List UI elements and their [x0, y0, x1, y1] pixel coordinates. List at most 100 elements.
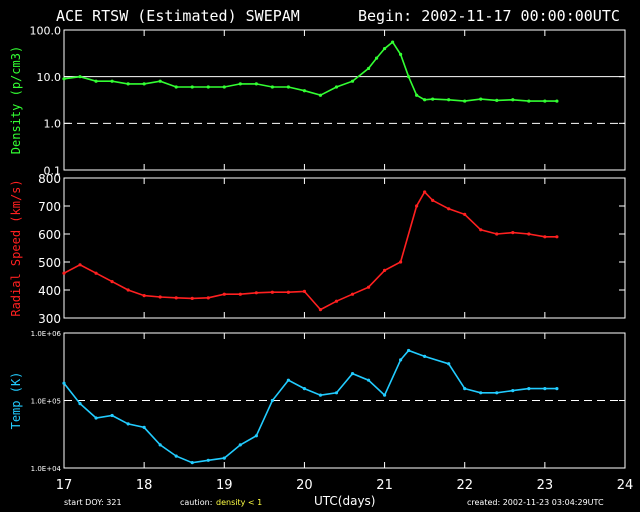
data-point-2-3 — [110, 413, 114, 418]
data-point-2-6 — [158, 443, 162, 447]
caution-text: density < 1 — [216, 498, 263, 507]
x-tick-label-4: 21 — [376, 478, 393, 493]
x-tick-label-3: 20 — [296, 478, 313, 493]
data-point-1-19 — [366, 285, 371, 289]
data-point-2-4 — [126, 422, 130, 426]
y-tick-label-2-0: 1.0E+06 — [31, 330, 62, 338]
y-tick-label-1-3: 500 — [38, 256, 61, 270]
data-point-1-15 — [302, 289, 307, 293]
data-point-1-10 — [222, 292, 226, 296]
data-point-0-16 — [318, 93, 323, 97]
data-point-2-7 — [174, 454, 178, 458]
x-axis-label: UTC(days) — [314, 494, 376, 508]
data-point-1-23 — [423, 190, 427, 194]
data-point-2-31 — [555, 387, 559, 391]
data-point-2-14 — [286, 378, 290, 382]
data-point-0-26 — [423, 98, 427, 102]
data-point-2-26 — [479, 391, 483, 395]
y-tick-label-1-4: 400 — [38, 284, 61, 298]
data-point-0-22 — [390, 40, 395, 44]
data-point-0-33 — [527, 99, 531, 103]
data-point-2-1 — [78, 401, 82, 406]
data-point-2-9 — [206, 458, 210, 462]
data-point-2-20 — [382, 393, 387, 397]
data-point-0-3 — [110, 79, 114, 83]
x-tick-label-7: 24 — [617, 478, 634, 493]
data-point-0-35 — [555, 99, 559, 103]
data-point-2-19 — [366, 378, 371, 382]
data-point-0-0 — [62, 77, 66, 81]
y-tick-label-0-3: 0.1 — [44, 164, 62, 177]
data-point-2-24 — [447, 362, 451, 366]
panel-frame-1 — [63, 177, 626, 319]
data-point-1-3 — [110, 280, 114, 284]
data-point-0-19 — [366, 66, 371, 71]
data-point-0-20 — [374, 56, 379, 60]
chart-title: ACE RTSW (Estimated) SWEPAM — [56, 7, 300, 25]
data-point-1-17 — [334, 299, 339, 303]
data-point-1-11 — [238, 292, 242, 296]
data-point-1-20 — [382, 268, 387, 272]
data-point-0-29 — [463, 99, 467, 103]
data-point-1-0 — [62, 271, 66, 275]
y-axis-label-0: Density (p/cm3) — [9, 46, 23, 154]
data-point-1-30 — [527, 232, 531, 236]
data-point-0-34 — [543, 99, 547, 103]
data-point-0-5 — [142, 82, 146, 86]
data-point-0-13 — [270, 85, 274, 89]
data-point-2-11 — [238, 443, 242, 447]
data-point-1-14 — [286, 290, 290, 294]
series-line-2-0 — [63, 349, 557, 464]
x-tick-label-1: 18 — [136, 478, 153, 493]
data-point-0-11 — [238, 82, 242, 86]
y-axis-label-1: Radial Speed (km/s) — [9, 179, 23, 316]
x-tick-label-5: 22 — [456, 478, 473, 493]
data-point-1-4 — [126, 288, 130, 292]
data-point-0-8 — [190, 85, 194, 89]
data-point-2-16 — [318, 393, 323, 397]
data-point-0-15 — [302, 89, 307, 93]
y-tick-label-0-1: 10.0 — [37, 71, 62, 84]
data-point-2-5 — [142, 425, 146, 429]
data-point-2-27 — [495, 391, 499, 395]
data-point-0-30 — [479, 97, 483, 101]
data-point-1-6 — [158, 295, 162, 299]
data-point-2-17 — [334, 391, 339, 395]
data-point-2-29 — [527, 387, 531, 391]
x-tick-label-2: 19 — [216, 478, 233, 493]
y-axis-label-2: Temp (K) — [9, 372, 23, 430]
y-tick-label-1-5: 300 — [38, 312, 61, 326]
data-point-0-24 — [407, 75, 411, 79]
data-point-2-0 — [62, 381, 66, 385]
data-point-2-25 — [463, 387, 467, 391]
series-line-0-0 — [63, 40, 557, 102]
data-point-1-32 — [555, 235, 559, 239]
data-point-1-24 — [431, 198, 435, 202]
data-point-1-9 — [206, 296, 210, 300]
caution-label: caution: — [180, 498, 213, 507]
data-point-2-8 — [190, 461, 194, 465]
data-point-2-10 — [222, 456, 226, 460]
data-point-0-2 — [94, 79, 98, 83]
y-tick-label-1-1: 700 — [38, 200, 61, 214]
y-tick-label-2-2: 1.0E+04 — [31, 465, 62, 473]
data-point-2-18 — [350, 372, 355, 376]
data-point-2-12 — [254, 434, 258, 438]
data-point-1-16 — [318, 308, 323, 312]
x-tick-label-6: 23 — [537, 478, 554, 493]
data-point-1-29 — [511, 231, 515, 235]
series-line-1-0 — [63, 190, 557, 311]
panel-frame-0 — [63, 29, 626, 171]
data-point-0-27 — [431, 97, 435, 101]
y-tick-label-0-2: 1.0 — [44, 118, 62, 131]
data-point-0-18 — [350, 79, 355, 83]
data-point-0-21 — [382, 46, 387, 51]
data-point-1-8 — [190, 296, 194, 300]
data-point-2-15 — [302, 387, 307, 391]
data-point-1-31 — [543, 235, 547, 239]
y-tick-label-0-0: 100.0 — [30, 24, 62, 37]
data-point-0-7 — [174, 85, 178, 89]
data-point-1-12 — [254, 291, 258, 295]
data-point-2-21 — [399, 358, 403, 362]
